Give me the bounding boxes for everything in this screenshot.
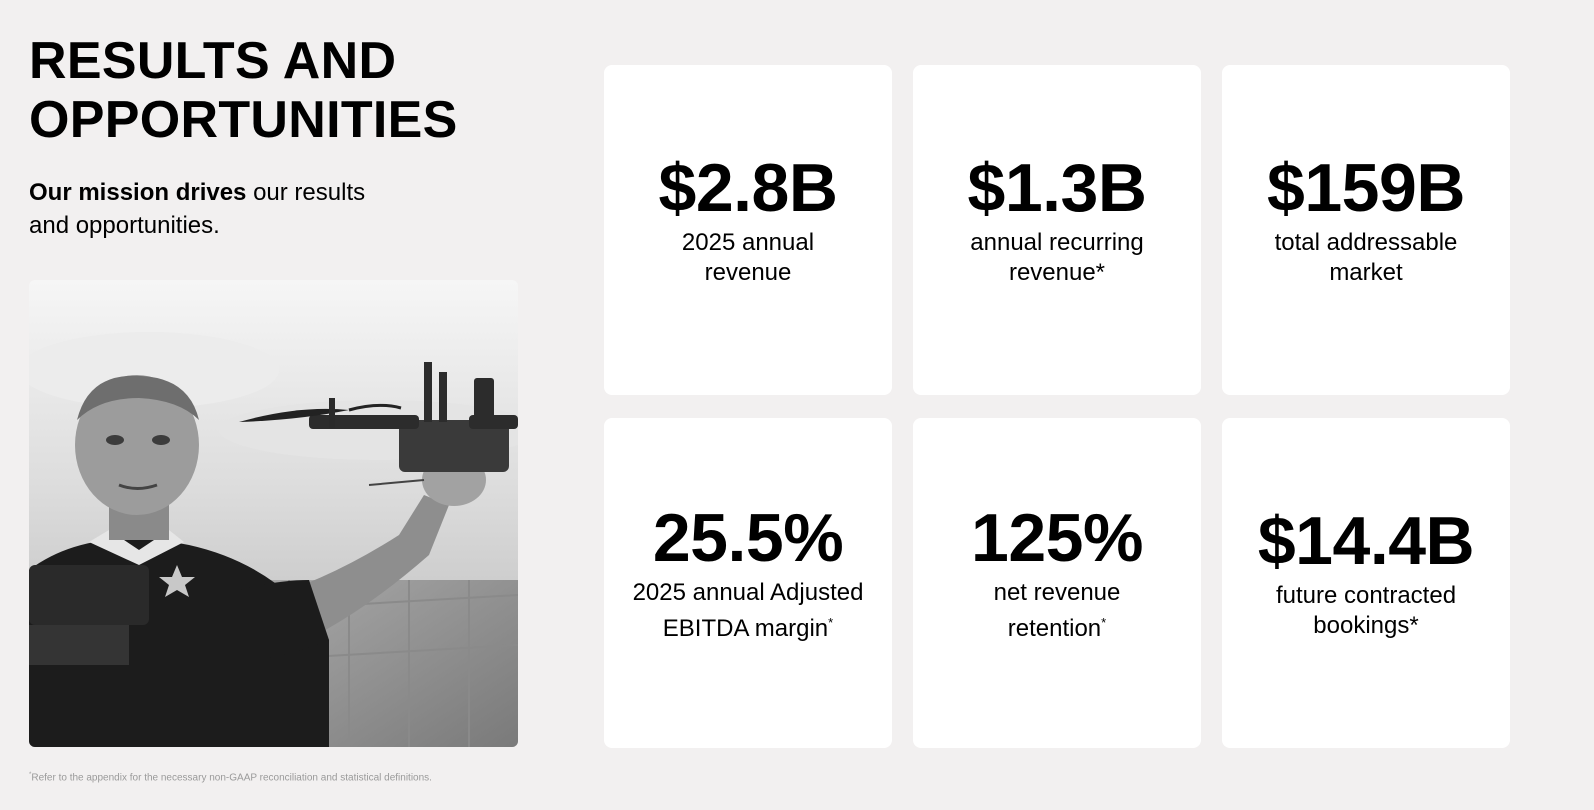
- subtitle-line2: and opportunities.: [29, 212, 220, 239]
- stat-card-total-addressable-market: $159B total addressable market: [1222, 65, 1510, 395]
- stat-value: 25.5%: [652, 500, 844, 576]
- subtitle-bold: Our mission drives: [29, 179, 247, 206]
- stat-card-annual-revenue: $2.8B 2025 annual revenue: [604, 65, 892, 395]
- stat-value: $1.3B: [967, 150, 1147, 226]
- page-title: RESULTS AND OPPORTUNITIES: [29, 32, 458, 150]
- footnote-mark: *: [29, 772, 32, 778]
- stat-card-net-revenue-retention: 125% net revenue retention*: [913, 418, 1201, 748]
- footnote-mark: *: [1101, 615, 1107, 630]
- stat-label: future contracted bookings*: [1275, 582, 1457, 639]
- page-title-line2: OPPORTUNITIES: [29, 91, 458, 149]
- stat-label: 2025 annual revenue: [681, 229, 815, 286]
- stat-value: $159B: [1267, 150, 1465, 226]
- stats-grid: $2.8B 2025 annual revenue $1.3B annual r…: [604, 65, 1510, 748]
- footnote: *Refer to the appendix for the necessary…: [29, 772, 432, 783]
- stat-card-ebitda-margin: 25.5% 2025 annual Adjusted EBITDA margin…: [604, 418, 892, 748]
- stat-card-annual-recurring-revenue: $1.3B annual recurring revenue*: [913, 65, 1201, 395]
- stat-label: net revenue retention*: [993, 579, 1121, 642]
- officer-holding-drone-image: [29, 280, 518, 747]
- stat-value: 125%: [971, 500, 1143, 576]
- subtitle-rest: our results: [246, 179, 366, 206]
- stat-label: 2025 annual Adjusted EBITDA margin*: [632, 579, 864, 642]
- page-subtitle: Our mission drives our results and oppor…: [29, 176, 449, 242]
- footnote-mark: *: [828, 615, 834, 630]
- stat-value: $14.4B: [1257, 503, 1475, 579]
- officer-drone-photo: [29, 280, 518, 747]
- stat-value: $2.8B: [658, 150, 838, 226]
- page-title-line1: RESULTS AND: [29, 32, 397, 90]
- stat-label: annual recurring revenue*: [970, 229, 1144, 286]
- stat-label: total addressable market: [1274, 229, 1458, 286]
- footnote-text: Refer to the appendix for the necessary …: [31, 772, 432, 784]
- stat-card-future-contracted-bookings: $14.4B future contracted bookings*: [1222, 418, 1510, 748]
